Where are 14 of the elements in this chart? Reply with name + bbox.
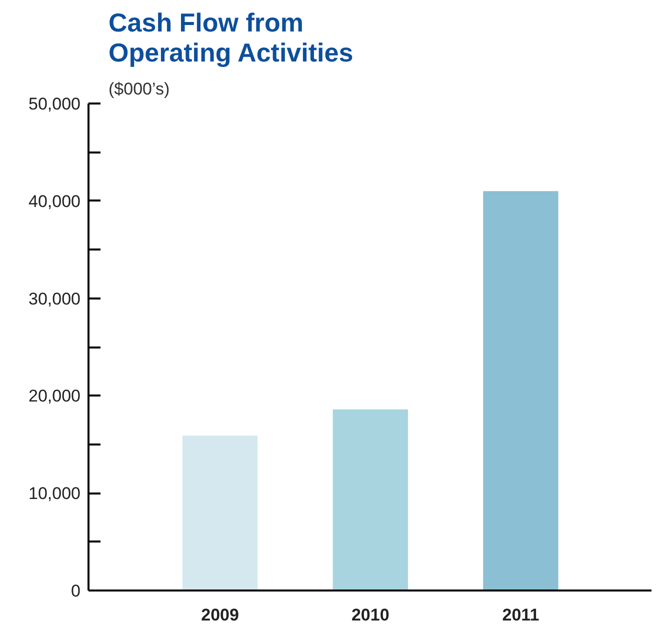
bar [483,191,558,590]
bar [182,436,258,590]
y-tick-label: 50,000 [28,94,81,114]
chart-subtitle: ($000’s) [108,80,170,98]
y-tick-label: 30,000 [28,289,81,308]
y-tick-label: 40,000 [28,192,81,211]
y-tick-label: 10,000 [28,484,81,504]
x-tick-label: 2011 [502,606,540,624]
x-tick-label: 2010 [351,606,390,624]
bar [332,409,408,590]
y-tick-label: 0 [71,582,81,600]
chart-title: Cash Flow from Operating Activities [108,8,354,68]
y-tick-label: 20,000 [28,386,81,406]
x-tick-label: 2009 [201,606,239,624]
